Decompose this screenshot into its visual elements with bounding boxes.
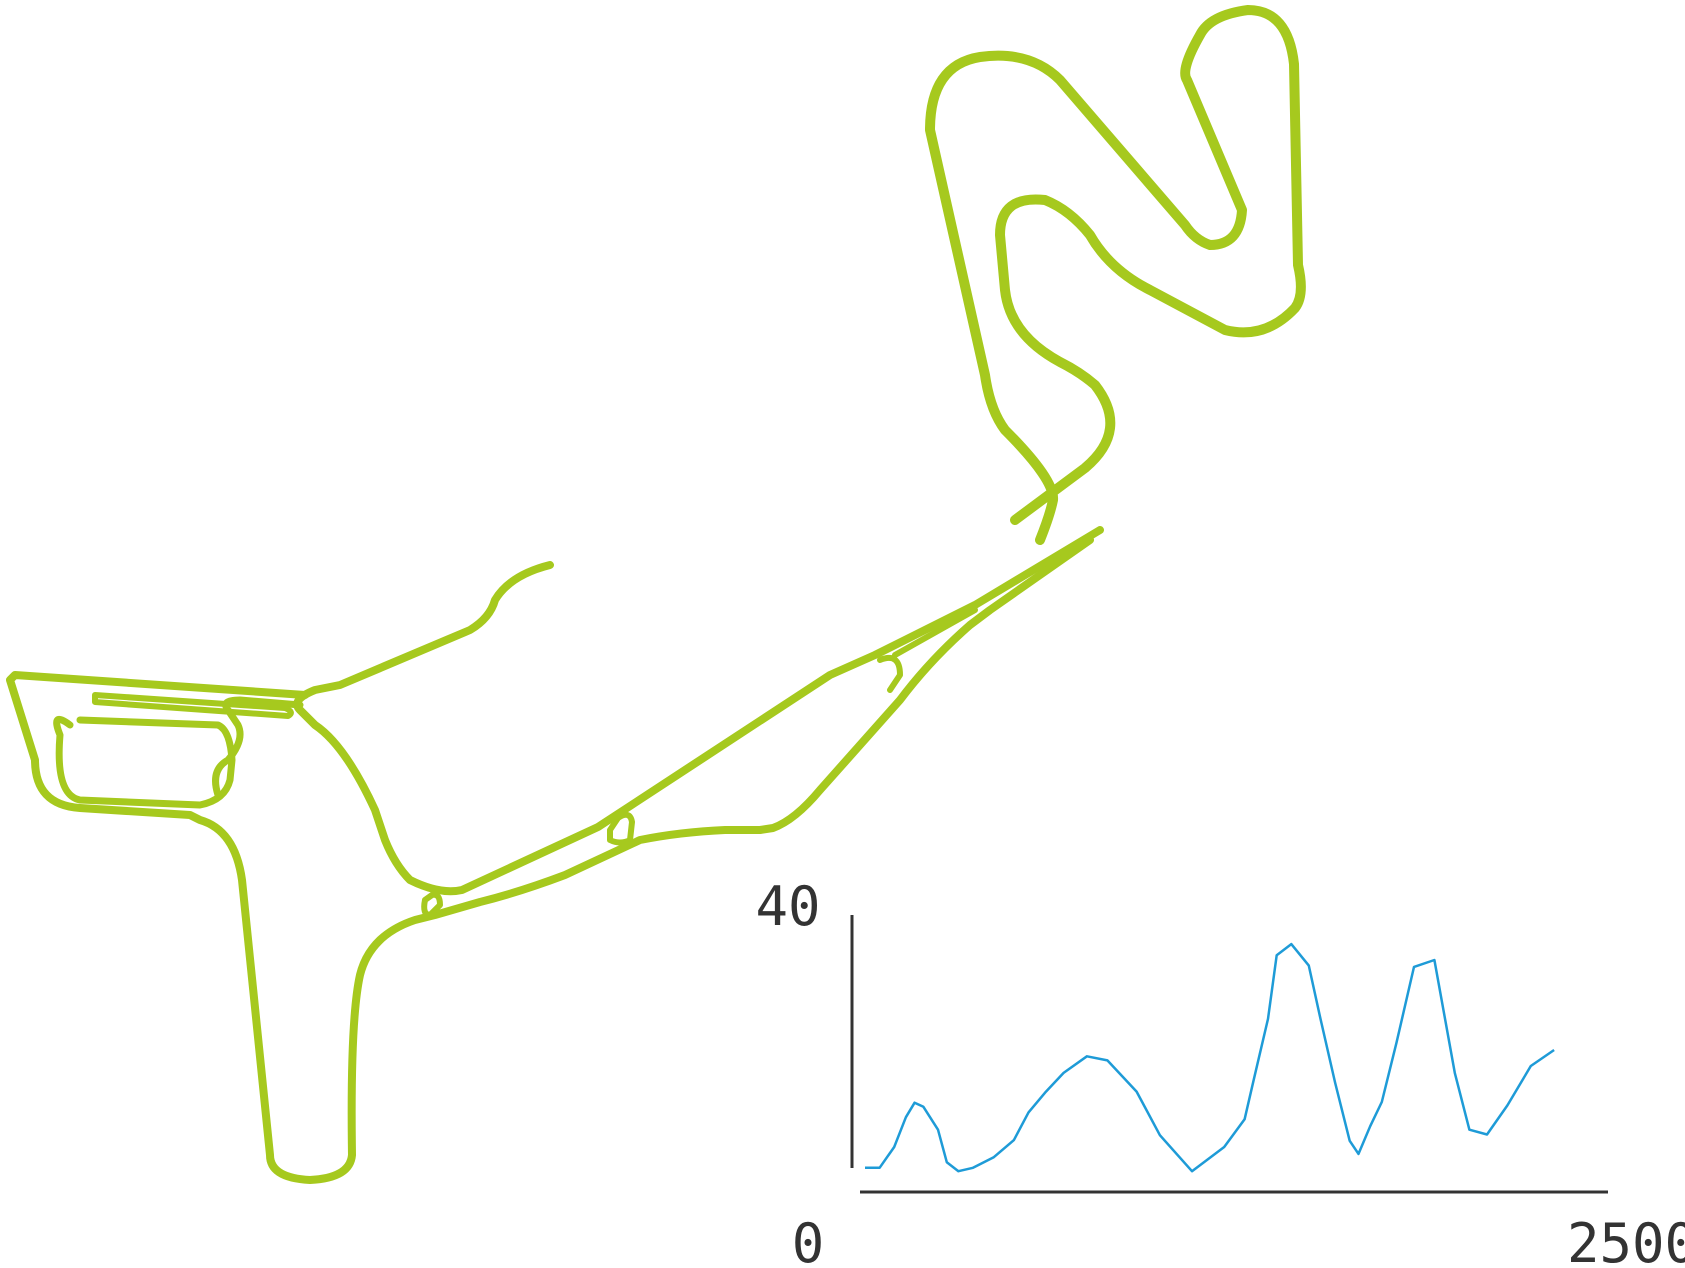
track-connector-mid [607,811,635,846]
track-inner-straight [6,536,1094,1184]
track-left-inner [53,715,236,809]
track-connector-right [877,654,903,693]
track-pit-lane-upper [92,692,294,719]
y-tick-label-max: 40 [755,875,820,938]
profile-series-line [865,942,1555,1173]
track-spur [892,607,978,658]
track-map [6,5,1306,1184]
profile-chart: 40 0 2500 [755,875,1685,1268]
track-main-straight [293,526,1104,896]
track-connector-low [421,891,443,918]
x-tick-label-min: 0 [792,1212,825,1268]
x-tick-label-max: 2500 [1567,1212,1685,1268]
track-upper-section [925,5,1306,545]
